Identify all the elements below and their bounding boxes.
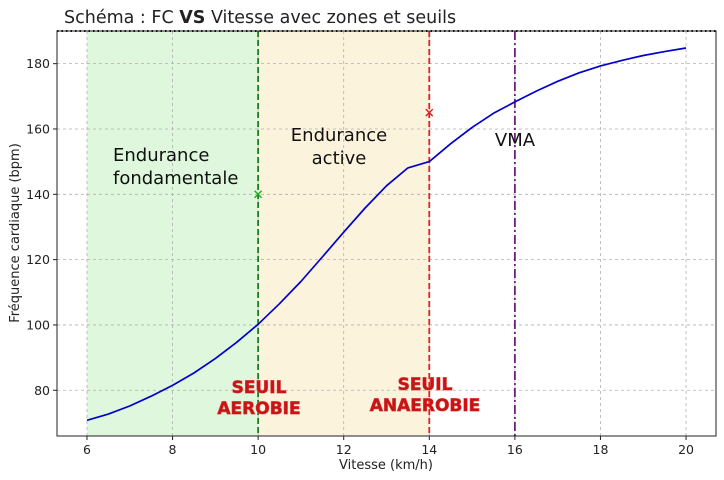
marker-2 — [425, 108, 434, 117]
zone-label-2: Endurance active — [291, 125, 387, 169]
y-tick-label-140: 140 — [26, 187, 50, 202]
series-line-1 — [86, 47, 687, 422]
x-tick-label-14: 14 — [421, 442, 437, 457]
zone-label-1-line-1: Endurance — [113, 145, 209, 166]
x-tick-label-18: 18 — [593, 442, 609, 457]
y-tick-label-100: 100 — [26, 317, 50, 332]
x-tick-label-12: 12 — [336, 442, 352, 457]
zone-label-1-line-2: fondamentale — [113, 168, 238, 189]
y-tick-label-180: 180 — [26, 56, 50, 71]
markers-layer — [254, 108, 434, 199]
y-tick-label-120: 120 — [26, 252, 50, 267]
marker-2-stroke-b — [425, 108, 434, 117]
y-tick-label-80: 80 — [34, 383, 50, 398]
series-layer — [86, 47, 687, 422]
threshold-label-1: SEUIL AEROBIE — [217, 378, 300, 419]
x-tick-label-6: 6 — [83, 442, 91, 457]
threshold-label-1-line-2: AEROBIE — [217, 399, 300, 419]
x-tick-label-10: 10 — [250, 442, 266, 457]
x-axis-title: Vitesse (km/h) — [339, 458, 433, 473]
marker-1-stroke-b — [254, 190, 263, 199]
zone-label-2-line-2: active — [312, 148, 367, 169]
marker-1 — [254, 190, 263, 199]
threshold-label-3-line-1: VMA — [495, 130, 536, 151]
threshold-label-2-line-2: ANAEROBIE — [370, 396, 481, 416]
threshold-label-1-line-1: SEUIL — [232, 378, 287, 398]
x-tick-label-8: 8 — [169, 442, 177, 457]
x-tick-label-16: 16 — [507, 442, 523, 457]
zone-label-2-line-1: Endurance — [291, 125, 387, 146]
grid-layer — [57, 31, 716, 436]
chart-title-emphasis: VS — [179, 8, 205, 28]
chart-title: Schéma : FC VS Vitesse avec zones et seu… — [64, 8, 456, 28]
threshold-label-2-line-1: SEUIL — [398, 375, 453, 395]
y-tick-label-160: 160 — [26, 121, 50, 136]
plot-frame — [56, 30, 717, 437]
threshold-label-2: SEUIL ANAEROBIE — [370, 375, 481, 416]
chart-title-prefix: Schéma : FC — [64, 8, 179, 28]
threshold-label-3: VMA — [495, 130, 536, 151]
axes-layer: 6 8 10 12 14 16 18 20 80 100 120 140 160 180 — [26, 30, 717, 457]
zone-label-1: Endurance fondamentale — [113, 145, 238, 189]
x-tick-label-20: 20 — [678, 442, 694, 457]
y-axis-title: Fréquence cardiaque (bpm) — [8, 143, 23, 323]
chart-title-suffix: Vitesse avec zones et seuils — [205, 8, 456, 28]
